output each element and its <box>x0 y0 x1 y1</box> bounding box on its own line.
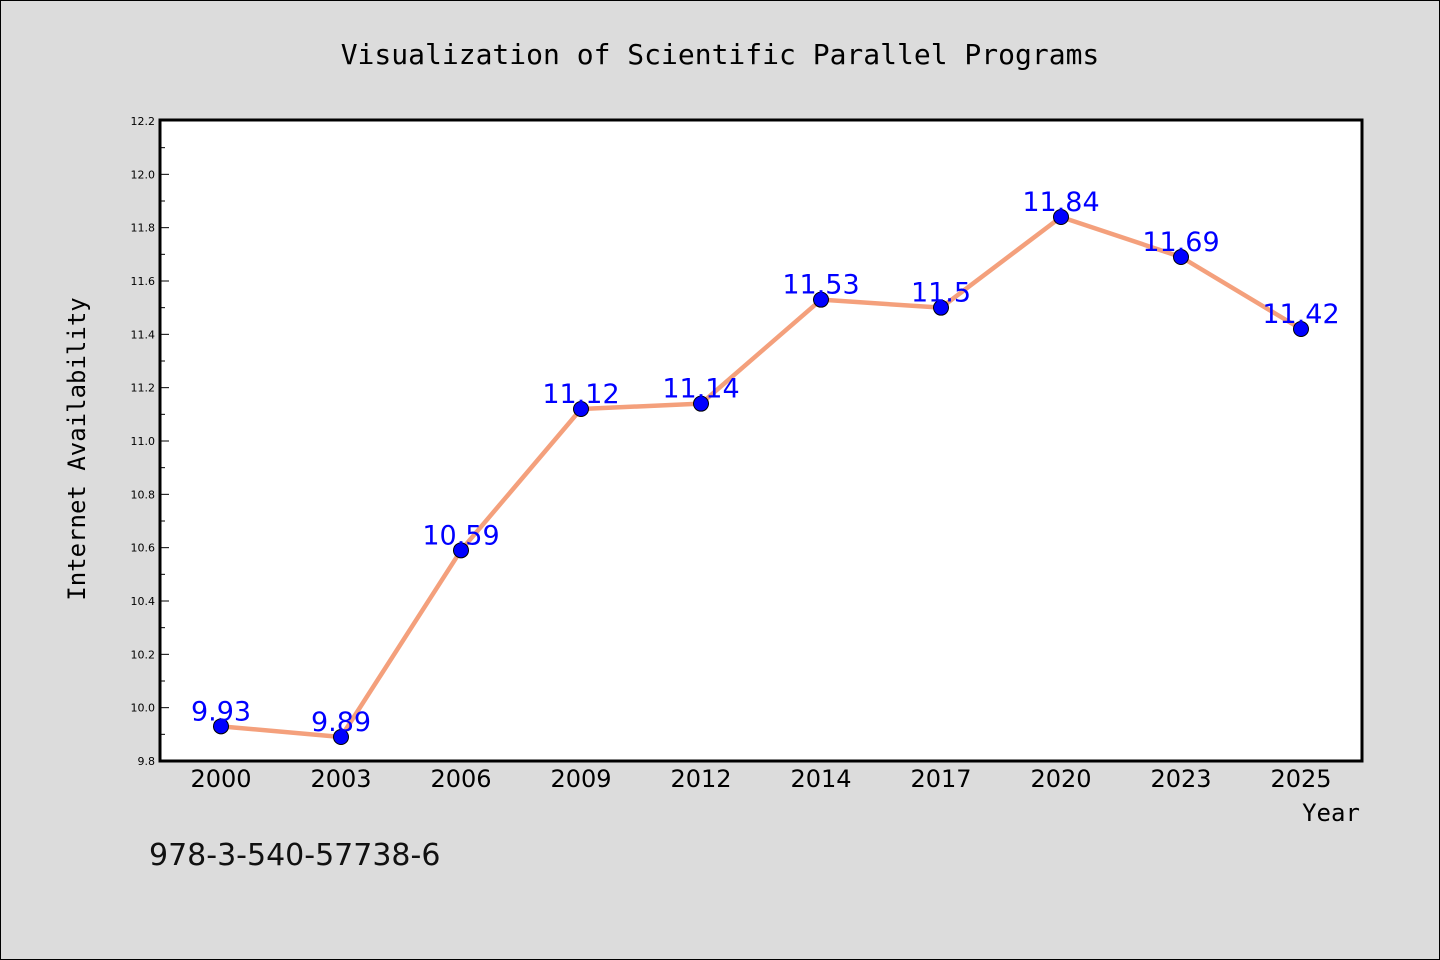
y-tick-label: 11.8 <box>131 222 156 235</box>
x-axis-label: Year <box>1302 799 1360 827</box>
data-point <box>933 299 949 316</box>
y-tick-label: 11.2 <box>131 382 156 395</box>
x-tick-label: 2000 <box>190 765 251 793</box>
data-label: 11.5 <box>911 278 971 309</box>
y-tick-label: 10.4 <box>131 595 156 608</box>
y-tick-label: 11.6 <box>131 275 156 288</box>
y-tick-label: 12.0 <box>131 168 156 181</box>
y-tick-label: 10.0 <box>131 702 156 715</box>
data-label: 11.12 <box>542 379 619 410</box>
y-tick-label: 9.8 <box>138 755 156 768</box>
x-tick-label: 2025 <box>1270 765 1331 793</box>
data-label: 10.59 <box>422 520 499 551</box>
y-axis-label: Internet Availability <box>63 297 91 600</box>
x-tick-label: 2003 <box>310 765 371 793</box>
data-point <box>813 291 829 308</box>
x-tick-label: 2020 <box>1030 765 1091 793</box>
x-tick-label: 2009 <box>550 765 611 793</box>
data-label: 11.42 <box>1262 299 1339 330</box>
y-tick-label: 12.2 <box>131 115 156 128</box>
data-point <box>1173 249 1189 265</box>
data-point <box>1053 209 1069 225</box>
plot-area <box>158 118 1364 763</box>
data-point <box>1293 321 1309 337</box>
y-tick-label: 10.6 <box>131 542 156 555</box>
y-tick-label: 11.0 <box>131 435 156 448</box>
data-point <box>693 395 709 412</box>
series-layer: 9.93 9.89 10.59 11.12 11.14 11.53 11.5 11.84 11.… <box>191 187 1340 745</box>
x-axis: 2000 2003 2006 2009 2012 2014 2017 2020 2023 2025 <box>190 765 1331 793</box>
data-point <box>333 729 349 745</box>
x-tick-label: 2012 <box>670 765 731 793</box>
data-label: 9.93 <box>191 696 251 727</box>
series-line <box>220 214 1303 740</box>
y-tick-label: 10.8 <box>131 488 156 501</box>
data-point <box>213 718 229 735</box>
data-label: 11.53 <box>782 270 859 301</box>
x-tick-label: 2014 <box>790 765 851 793</box>
x-tick-label: 2006 <box>430 765 491 793</box>
data-point <box>453 542 469 559</box>
x-tick-label: 2017 <box>910 765 971 793</box>
y-tick-label: 10.2 <box>131 648 156 661</box>
data-label: 11.69 <box>1142 227 1219 258</box>
x-tick-label: 2023 <box>1150 765 1211 793</box>
data-point <box>573 401 589 417</box>
data-label: 9.89 <box>311 707 371 738</box>
y-tick-label: 11.4 <box>131 328 156 341</box>
chart-title: Visualization of Scientific Parallel Pro… <box>341 38 1100 71</box>
isbn-annotation: 978-3-540-57738-6 <box>149 838 440 873</box>
data-label: 11.14 <box>662 374 739 405</box>
data-label: 11.84 <box>1022 187 1099 218</box>
y-axis: 9.8 10.0 10.2 10.4 10.6 10.8 11.0 11.2 11.4 11.6 1… <box>131 115 169 768</box>
